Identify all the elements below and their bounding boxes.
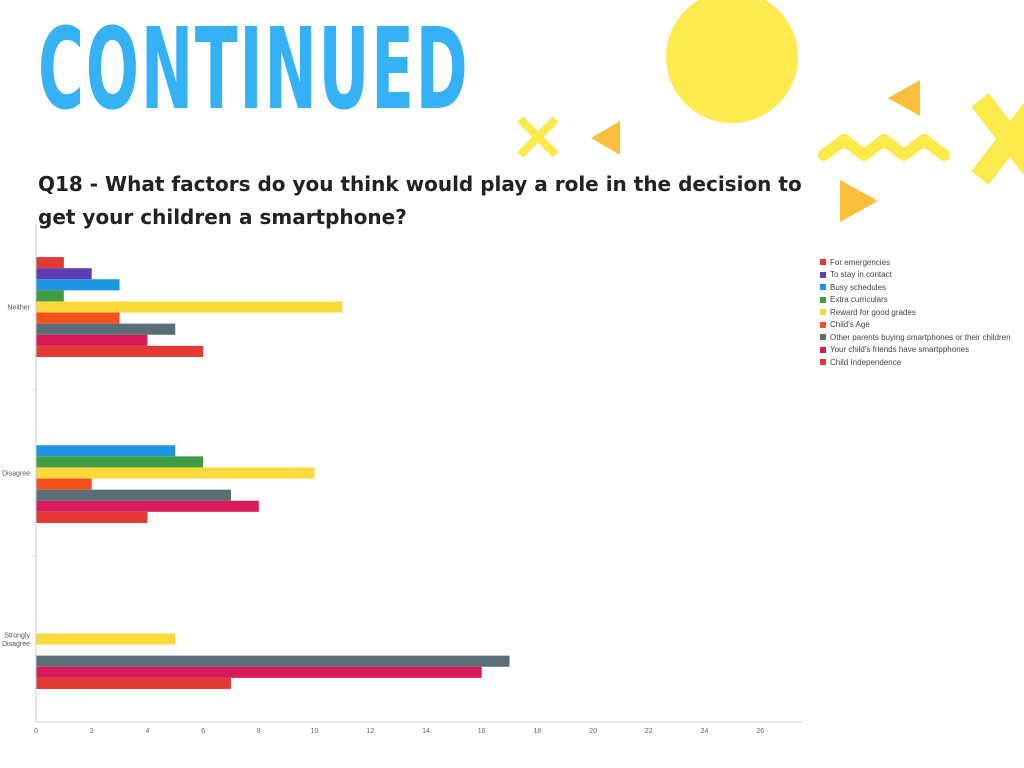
legend-swatch <box>820 259 826 266</box>
cross-shape-small <box>517 116 559 158</box>
legend-label: Reward for good grades <box>830 307 916 317</box>
legend-swatch <box>820 271 826 278</box>
bar <box>36 301 343 313</box>
legend-swatch <box>820 334 826 341</box>
legend-item: Reward for good grades <box>820 306 1011 319</box>
legend-label: Extra curriculars <box>830 295 888 305</box>
x-tick-label: 6 <box>201 728 205 735</box>
bar <box>36 467 315 479</box>
legend-swatch <box>820 284 826 291</box>
x-tick-label: 8 <box>257 728 261 735</box>
legend-item: For emergencies <box>820 256 1011 269</box>
triangle-shape <box>591 121 620 155</box>
x-tick-label: 24 <box>701 728 709 735</box>
bar <box>36 511 148 523</box>
legend-swatch <box>820 359 826 366</box>
sun-circle <box>666 0 798 123</box>
legend-item: Your child's friends have smartpphones <box>820 344 1011 357</box>
zigzag-shape <box>818 134 950 161</box>
x-tick-label: 20 <box>589 728 597 735</box>
legend-swatch <box>820 309 826 316</box>
x-tick-label: 22 <box>645 728 653 735</box>
chart-legend: For emergencies To stay in contact Busy sc… <box>820 256 1011 369</box>
legend-swatch <box>820 346 826 353</box>
bar <box>36 323 176 335</box>
legend-item: Child's Age <box>820 319 1011 332</box>
bar <box>36 478 92 490</box>
x-tick-label: 12 <box>366 728 374 735</box>
legend-label: Busy schedules <box>830 282 887 292</box>
legend-label: Other parents buying smartphones or thei… <box>830 332 1011 342</box>
x-tick-label: 4 <box>145 728 149 735</box>
legend-item: Other parents buying smartphones or thei… <box>820 331 1011 344</box>
x-tick-label: 26 <box>756 728 764 735</box>
category-label: Strongly Disagree <box>2 632 31 648</box>
legend-label: Child Independence <box>830 357 902 367</box>
legend-item: Child Independence <box>820 356 1011 369</box>
bar <box>36 655 510 667</box>
legend-item: To stay in contact <box>820 269 1011 282</box>
cross-shape-large <box>971 93 1024 185</box>
legend-label: To stay in contact <box>830 270 892 280</box>
category-label: Neither <box>7 305 30 312</box>
legend-item: Busy schedules <box>820 281 1011 294</box>
category-label-line: Disagree <box>2 641 30 648</box>
x-tick-label: 16 <box>478 728 486 735</box>
category-label-line: Disagree <box>2 471 30 478</box>
x-tick-label: 18 <box>533 728 541 735</box>
legend-label: Child's Age <box>830 320 870 330</box>
bar <box>36 334 148 346</box>
bar <box>36 268 92 280</box>
legend-label: For emergencies <box>830 257 891 267</box>
legend-swatch <box>820 296 826 303</box>
bar <box>36 500 259 512</box>
category-label-line: Neither <box>7 305 30 312</box>
question-text: Q18 - What factors do you think would pl… <box>38 172 802 229</box>
bar <box>36 257 64 269</box>
x-tick-label: 10 <box>311 728 319 735</box>
bar <box>36 345 204 357</box>
bar <box>36 456 204 468</box>
category-label-line: Strongly <box>4 632 30 639</box>
legend-label: Your child's friends have smartpphones <box>830 345 970 355</box>
category-label: Disagree <box>2 471 30 478</box>
triangle-shape <box>840 180 878 222</box>
bar <box>36 312 120 324</box>
bar <box>36 279 120 291</box>
slide-heading: CONTINUED <box>38 5 470 135</box>
bar-chart: 0 2 4 6 8 10 12 14 16 18 20 22 24 26NeitherDisagreeSt… <box>2 224 802 735</box>
bar <box>36 633 176 645</box>
bar <box>36 290 64 302</box>
bar <box>36 445 176 457</box>
triangle-shape <box>888 80 920 116</box>
bar <box>36 677 231 689</box>
legend-item: Extra curriculars <box>820 294 1011 307</box>
x-tick-label: 2 <box>90 728 94 735</box>
legend-swatch <box>820 321 826 328</box>
bar <box>36 489 231 501</box>
bar <box>36 666 482 678</box>
x-tick-label: 14 <box>422 728 430 735</box>
x-tick-label: 0 <box>34 728 38 735</box>
